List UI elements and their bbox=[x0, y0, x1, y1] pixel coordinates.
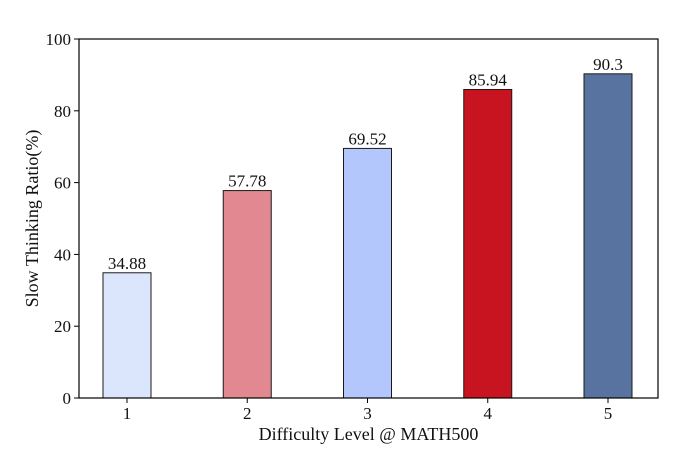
bar-value-label: 90.3 bbox=[593, 55, 623, 74]
bar-value-label: 57.78 bbox=[228, 172, 266, 191]
x-tick-label: 1 bbox=[123, 404, 132, 423]
bar-level-5 bbox=[583, 73, 633, 399]
x-tick-label: 3 bbox=[363, 404, 372, 423]
y-tick-label: 80 bbox=[54, 102, 71, 121]
y-axis-ticks: 0 20 40 60 80 100 bbox=[46, 30, 79, 408]
x-tick-label: 4 bbox=[484, 404, 493, 423]
x-tick-label: 2 bbox=[243, 404, 252, 423]
y-tick-label: 60 bbox=[54, 174, 71, 193]
x-tick-label: 5 bbox=[604, 404, 613, 423]
plot-frame bbox=[78, 38, 659, 399]
bar-value-label: 85.94 bbox=[469, 70, 508, 89]
bar-value-label: 34.88 bbox=[108, 254, 146, 273]
bar-level-2 bbox=[222, 190, 272, 399]
data-labels: 34.88 57.78 69.52 85.94 90.3 bbox=[108, 55, 623, 273]
bar-level-1 bbox=[102, 272, 152, 399]
x-axis-ticks: 1 2 3 4 5 bbox=[123, 398, 613, 423]
bar-value-label: 69.52 bbox=[348, 129, 386, 148]
y-tick-label: 20 bbox=[54, 317, 71, 336]
bar-level-3 bbox=[343, 147, 392, 399]
y-axis-title: Slow Thinking Ratio(%) bbox=[22, 130, 43, 308]
bars bbox=[102, 73, 633, 399]
y-tick-label: 40 bbox=[54, 245, 71, 264]
x-axis-title: Difficulty Level @ MATH500 bbox=[259, 424, 479, 444]
y-tick-label: 100 bbox=[46, 30, 72, 49]
bar-level-4 bbox=[463, 88, 513, 399]
y-tick-label: 0 bbox=[63, 389, 72, 408]
